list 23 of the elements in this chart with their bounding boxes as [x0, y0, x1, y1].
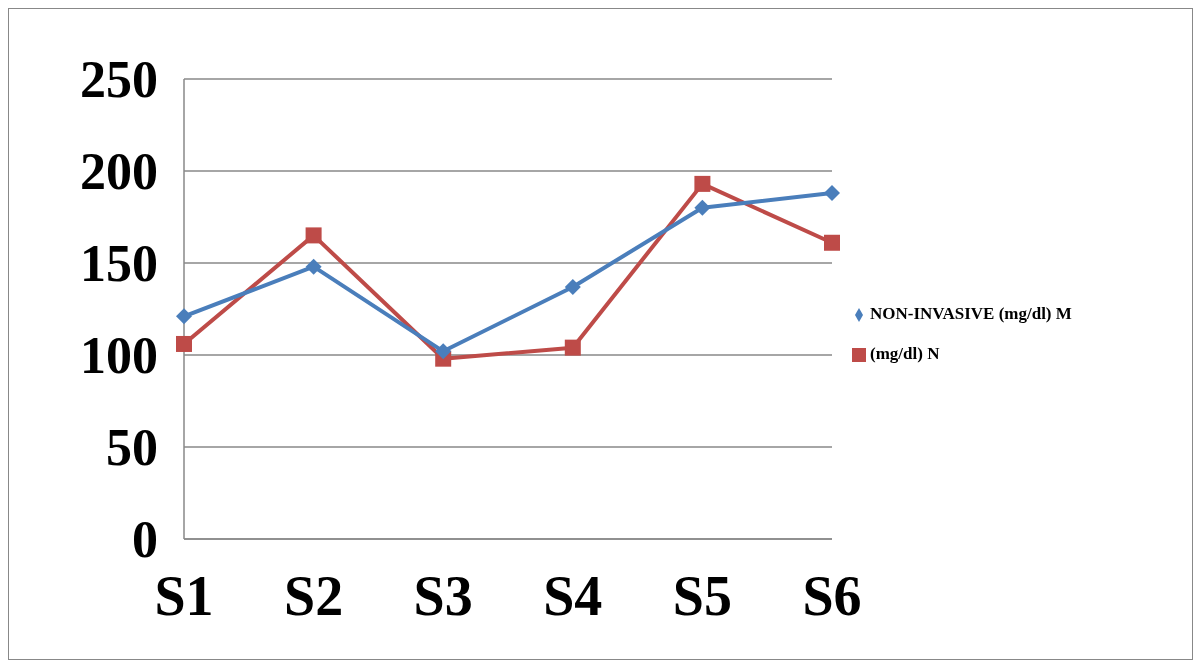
point [176, 308, 192, 325]
y-tick-label: 200 [80, 143, 158, 201]
point [305, 258, 322, 275]
y-tick-label: 250 [80, 51, 158, 109]
point [694, 199, 711, 216]
x-tick-label: S4 [543, 564, 603, 627]
y-tick-label: 50 [106, 419, 158, 477]
point [176, 335, 192, 352]
point [824, 234, 840, 251]
legend-label: NON-INVASIVE (mg/dl) M [870, 304, 1072, 323]
point [694, 175, 711, 192]
x-tick-label: S5 [672, 564, 732, 627]
point [824, 185, 840, 202]
y-tick-label: 150 [80, 235, 158, 293]
point [435, 343, 452, 360]
y-tick-label: 100 [80, 327, 158, 385]
x-tick-label: S2 [284, 564, 344, 627]
x-tick-label: S6 [802, 564, 862, 627]
x-tick-label: S3 [413, 564, 473, 627]
point [564, 339, 581, 356]
point [305, 227, 322, 244]
legend-label: (mg/dl) N [870, 344, 940, 363]
point [564, 278, 581, 295]
